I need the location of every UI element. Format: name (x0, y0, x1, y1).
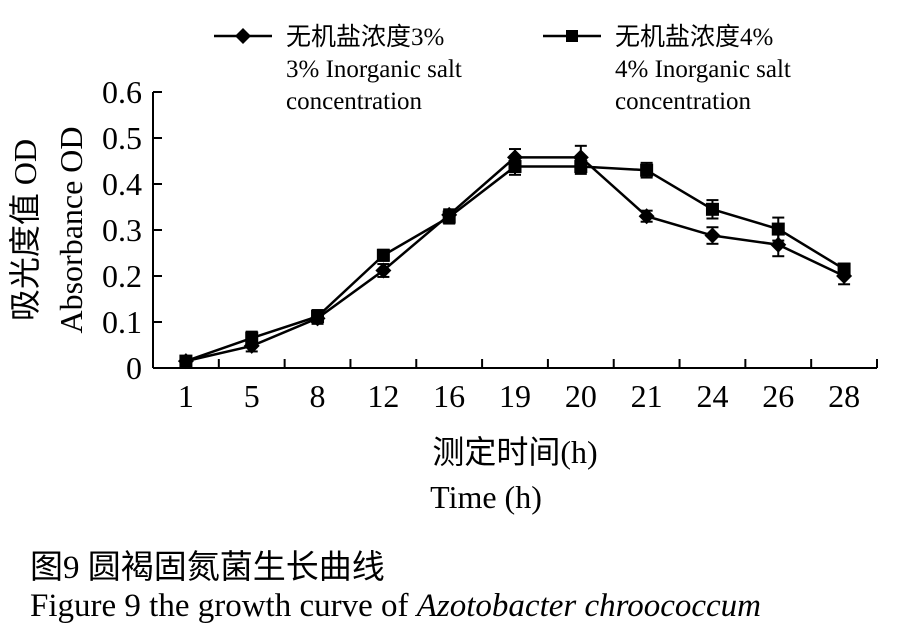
x-tick-label: 21 (631, 378, 663, 414)
x-tick-label: 16 (433, 378, 465, 414)
data-point-diamond (704, 227, 721, 244)
x-axis-label-en: Time (h) (430, 479, 542, 515)
x-axis-label-cn: 测定时间(h) (432, 434, 597, 470)
data-point-square (179, 354, 193, 368)
y-axis-ticks: 0 0.1 0.2 0.3 0.4 0.5 0.6 (102, 74, 162, 386)
y-tick-label: 0.2 (102, 258, 142, 294)
legend-label-4pct-cn: 无机盐浓度4% (615, 23, 773, 51)
legend-label-3pct-en-2: concentration (286, 88, 423, 115)
legend-label-4pct-en-1: 4% Inorganic salt (615, 56, 791, 83)
x-tick-label: 24 (696, 378, 728, 414)
data-point-square (640, 163, 654, 177)
data-point-square (508, 160, 522, 174)
series-line-diamond (185, 156, 845, 363)
figure-caption-en-prefix: Figure 9 the growth curve of (30, 588, 417, 624)
x-tick-label: 1 (178, 378, 194, 414)
legend-entry-4pct: 无机盐浓度4% 4% Inorganic salt concentration (543, 23, 791, 115)
series-square (179, 157, 851, 368)
x-tick-label: 19 (499, 378, 531, 414)
y-tick-label: 0.1 (102, 304, 142, 340)
legend-entry-3pct: 无机盐浓度3% 3% Inorganic salt concentration (214, 23, 462, 115)
data-point-square (311, 309, 325, 323)
legend-marker-4pct (566, 30, 578, 42)
y-tick-label: 0.4 (102, 166, 142, 202)
growth-curve-chart: 00.10.20.30.40.50.6 1 5 8 12 16 19 20 21 24 26 28 … (7, 23, 878, 515)
y-axis-label-en: Absorbance OD (53, 126, 89, 333)
legend-marker-3pct (235, 28, 251, 44)
x-tick-label: 20 (565, 378, 597, 414)
x-tick-label: 28 (828, 378, 860, 414)
legend-label-3pct-cn: 无机盐浓度3% (286, 23, 444, 51)
y-tick-label: 0 (126, 350, 142, 386)
data-point-square (574, 160, 588, 174)
x-axis-ticks: 1 5 8 12 16 19 20 21 24 26 28 (152, 359, 878, 414)
figure-caption-cn: 图9 圆褐固氮菌生长曲线 (30, 550, 385, 586)
x-tick-label: 8 (310, 378, 326, 414)
x-tick-label: 26 (762, 378, 794, 414)
data-point-square (705, 202, 719, 216)
data-point-square (837, 262, 851, 276)
figure-caption-en: Figure 9 the growth curve of Azotobacter… (30, 588, 761, 625)
data-point-diamond (638, 208, 655, 225)
data-point-diamond (375, 262, 392, 279)
legend-label-3pct-en-1: 3% Inorganic salt (286, 56, 462, 83)
data-point-square (442, 210, 456, 224)
data-point-square (245, 331, 259, 345)
y-tick-label: 0.6 (102, 74, 142, 110)
data-point-square (376, 248, 390, 262)
data-point-square (771, 222, 785, 236)
series-layer (177, 144, 853, 370)
y-axis-label-cn: 吸光度值 OD (7, 139, 43, 321)
y-tick-label: 0.5 (102, 120, 142, 156)
legend-label-4pct-en-2: concentration (615, 88, 752, 115)
x-tick-label: 5 (244, 378, 260, 414)
y-tick-label: 0.3 (102, 212, 142, 248)
figure-caption-en-species: Azotobacter chroococcum (416, 588, 762, 624)
series-diamond (177, 144, 853, 370)
x-tick-label: 12 (367, 378, 399, 414)
